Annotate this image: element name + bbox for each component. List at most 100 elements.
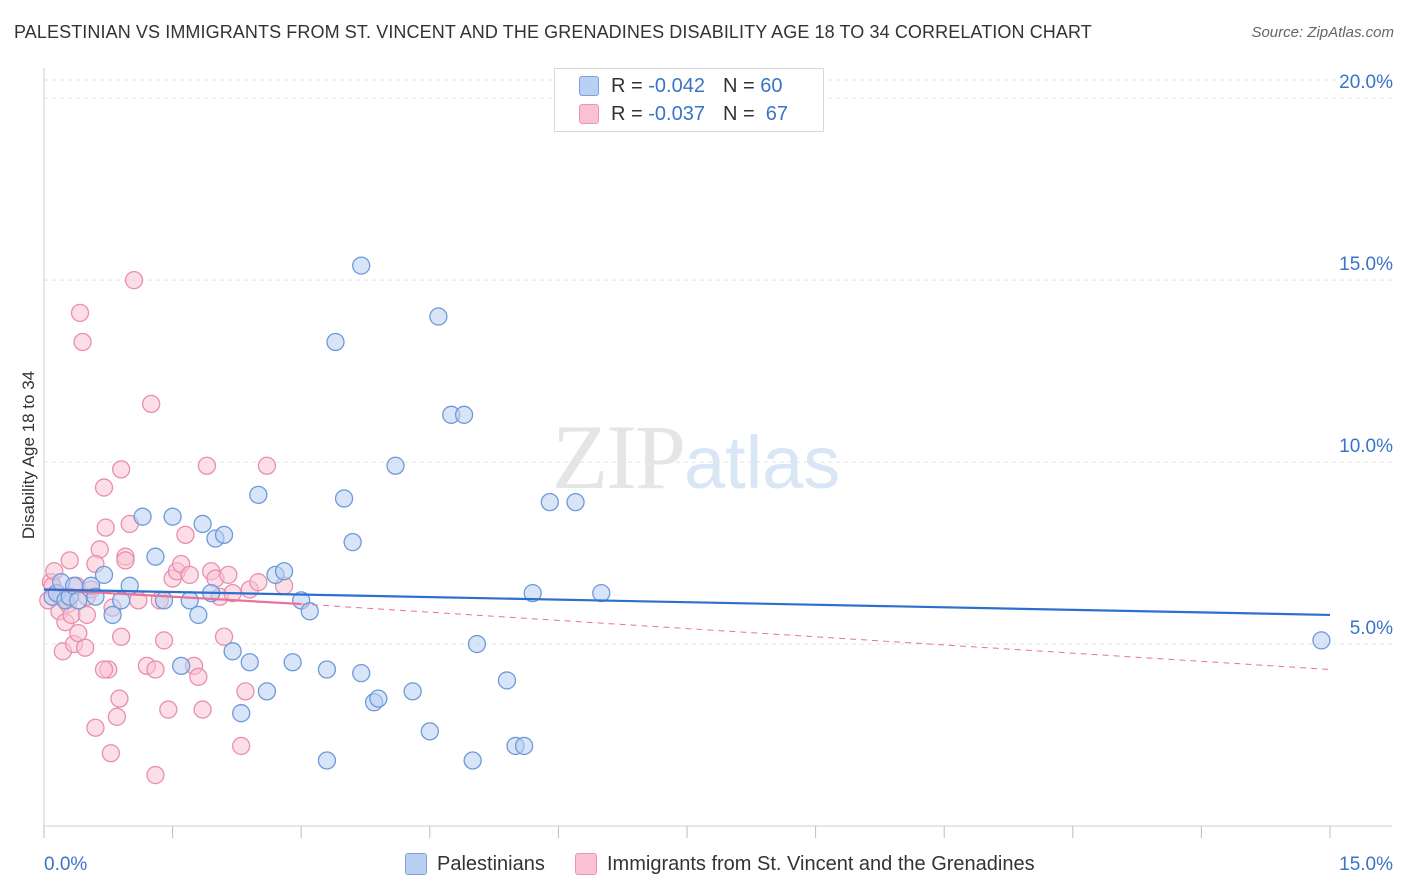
data-point-palestinians xyxy=(592,583,611,603)
data-point-palestinians xyxy=(1312,631,1331,650)
bottom-legend-label: Palestinians xyxy=(437,852,545,875)
data-point-palestinians xyxy=(172,656,191,676)
data-point-immigrants xyxy=(73,332,92,352)
data-point-immigrants xyxy=(94,478,114,497)
data-point-immigrants xyxy=(76,638,95,657)
legend-n-label: N = xyxy=(722,74,755,97)
data-point-immigrants xyxy=(86,718,105,737)
data-point-immigrants xyxy=(214,627,234,646)
data-point-palestinians xyxy=(454,405,474,424)
watermark-zip: ZIP xyxy=(552,406,686,508)
legend-row-immigrants: R = -0.037 N = 67 xyxy=(579,100,788,128)
data-point-immigrants xyxy=(112,460,131,479)
data-point-immigrants xyxy=(110,689,129,708)
legend-n-label: N = xyxy=(722,102,755,125)
data-point-palestinians xyxy=(69,591,88,610)
trend-line-palestinians xyxy=(43,588,1331,617)
legend-r-label: R = xyxy=(611,74,643,97)
data-point-palestinians xyxy=(193,514,212,534)
data-point-palestinians xyxy=(317,751,337,770)
data-point-immigrants xyxy=(146,660,165,679)
data-point-palestinians xyxy=(326,332,345,352)
data-point-palestinians xyxy=(386,456,405,475)
data-point-palestinians xyxy=(94,565,114,585)
data-point-palestinians xyxy=(352,664,371,683)
data-point-immigrants xyxy=(236,682,255,701)
data-point-immigrants xyxy=(107,707,127,726)
data-point-palestinians xyxy=(343,533,362,552)
data-point-palestinians xyxy=(300,602,319,621)
data-point-palestinians xyxy=(257,682,277,701)
axes xyxy=(43,68,1392,838)
data-point-palestinians xyxy=(514,736,534,756)
legend-swatch-pink xyxy=(579,104,599,124)
data-point-palestinians xyxy=(154,591,174,610)
data-point-palestinians xyxy=(232,704,251,723)
data-point-palestinians xyxy=(352,256,371,275)
trend-line-immigrants xyxy=(43,588,302,606)
data-point-palestinians xyxy=(420,722,439,741)
legend-row-palestinians: R = -0.042 N = 60 xyxy=(579,72,782,100)
data-point-palestinians xyxy=(523,583,542,603)
data-point-palestinians xyxy=(317,660,337,679)
legend-r-value: -0.037 xyxy=(648,102,705,125)
data-point-palestinians xyxy=(223,642,242,661)
y-tick-label: 5.0% xyxy=(1350,618,1393,639)
data-point-immigrants xyxy=(180,565,199,585)
data-point-immigrants xyxy=(176,525,195,545)
data-point-immigrants xyxy=(232,736,251,756)
data-point-immigrants xyxy=(60,551,79,570)
y-tick-label: 20.0% xyxy=(1339,72,1393,93)
data-point-palestinians xyxy=(249,485,268,504)
data-point-palestinians xyxy=(497,671,517,690)
x-tick-label: 15.0% xyxy=(1339,854,1393,875)
y-tick-label: 10.0% xyxy=(1339,436,1393,457)
legend-n-value: 67 xyxy=(765,102,789,125)
data-point-immigrants xyxy=(94,660,114,679)
data-point-immigrants xyxy=(124,270,144,290)
legend-swatch-blue xyxy=(579,76,599,96)
data-point-palestinians xyxy=(403,682,422,701)
gridlines xyxy=(44,79,1392,645)
legend-n-value: 60 xyxy=(760,74,783,97)
data-point-immigrants xyxy=(142,394,161,414)
data-point-immigrants xyxy=(159,700,178,719)
data-point-palestinians xyxy=(146,547,165,566)
data-point-immigrants xyxy=(197,456,217,475)
data-point-immigrants xyxy=(154,631,174,650)
data-point-palestinians xyxy=(274,562,294,581)
data-point-palestinians xyxy=(103,605,122,625)
data-point-palestinians xyxy=(467,634,487,654)
x-tick-label: 0.0% xyxy=(44,854,87,875)
data-point-palestinians xyxy=(214,525,234,545)
data-point-immigrants xyxy=(146,765,165,785)
series-palestinians-points xyxy=(43,256,1331,770)
data-point-immigrants xyxy=(219,565,238,585)
data-point-palestinians xyxy=(334,489,354,508)
data-point-immigrants xyxy=(101,744,121,763)
data-point-palestinians xyxy=(163,507,182,526)
chart-title: PALESTINIAN VS IMMIGRANTS FROM ST. VINCE… xyxy=(14,22,1092,42)
y-axis-label: Disability Age 18 to 34 xyxy=(19,371,38,539)
data-point-palestinians xyxy=(133,507,152,526)
bottom-legend-immigrants: Immigrants from St. Vincent and the Gren… xyxy=(575,852,1035,876)
legend-r-label: R = xyxy=(611,102,643,125)
data-point-palestinians xyxy=(463,751,482,770)
chart-source: Source: ZipAtlas.com xyxy=(1251,24,1394,41)
bottom-legend-label: Immigrants from St. Vincent and the Gren… xyxy=(607,852,1035,875)
data-point-palestinians xyxy=(240,653,259,672)
data-point-palestinians xyxy=(566,492,585,512)
data-point-immigrants xyxy=(116,551,135,570)
data-point-palestinians xyxy=(189,605,208,625)
trend-line-immigrants-extension xyxy=(301,603,1331,671)
data-point-palestinians xyxy=(283,653,302,672)
data-point-immigrants xyxy=(189,667,208,686)
series-immigrants-points xyxy=(39,270,294,785)
bottom-legend-swatch-pink xyxy=(575,853,597,875)
data-point-immigrants xyxy=(193,700,212,719)
data-point-palestinians xyxy=(369,689,388,708)
legend-r-value: -0.042 xyxy=(648,74,705,97)
data-point-palestinians xyxy=(429,307,448,326)
data-point-immigrants xyxy=(249,573,268,592)
